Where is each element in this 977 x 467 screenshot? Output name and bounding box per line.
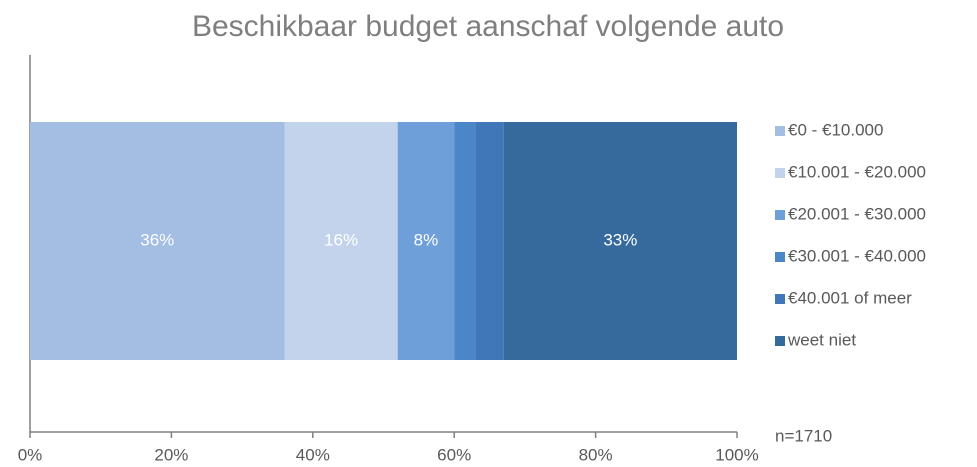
x-tick-label: 40% <box>296 445 330 464</box>
bar-segment <box>503 122 737 360</box>
bar-segment <box>30 122 285 360</box>
x-tick-label: 80% <box>579 445 613 464</box>
x-tick-label: 100% <box>715 445 758 464</box>
legend-label: €30.001 - €40.000 <box>788 246 926 265</box>
data-label: 33% <box>603 230 637 249</box>
x-tick-label: 60% <box>437 445 471 464</box>
legend-label: €40.001 of meer <box>788 288 912 307</box>
legend-swatch <box>775 168 785 178</box>
bar-segment <box>475 122 504 360</box>
data-label: 36% <box>140 230 174 249</box>
annotation: n=1710 <box>775 426 832 445</box>
chart-title: Beschikbaar budget aanschaf volgende aut… <box>192 10 784 43</box>
data-label: 16% <box>324 230 358 249</box>
bar-segment <box>454 122 476 360</box>
legend-label: €0 - €10.000 <box>788 120 883 139</box>
legend-swatch <box>775 126 785 136</box>
legend-swatch <box>775 294 785 304</box>
data-label: 8% <box>414 230 439 249</box>
legend-swatch <box>775 252 785 262</box>
legend-swatch <box>775 336 785 346</box>
legend-label: weet niet <box>787 330 856 349</box>
x-tick-label: 0% <box>18 445 43 464</box>
legend-label: €10.001 - €20.000 <box>788 162 926 181</box>
legend-label: €20.001 - €30.000 <box>788 204 926 223</box>
x-tick-label: 20% <box>154 445 188 464</box>
bar-segment <box>397 122 455 360</box>
bar-segment <box>284 122 398 360</box>
legend-swatch <box>775 210 785 220</box>
